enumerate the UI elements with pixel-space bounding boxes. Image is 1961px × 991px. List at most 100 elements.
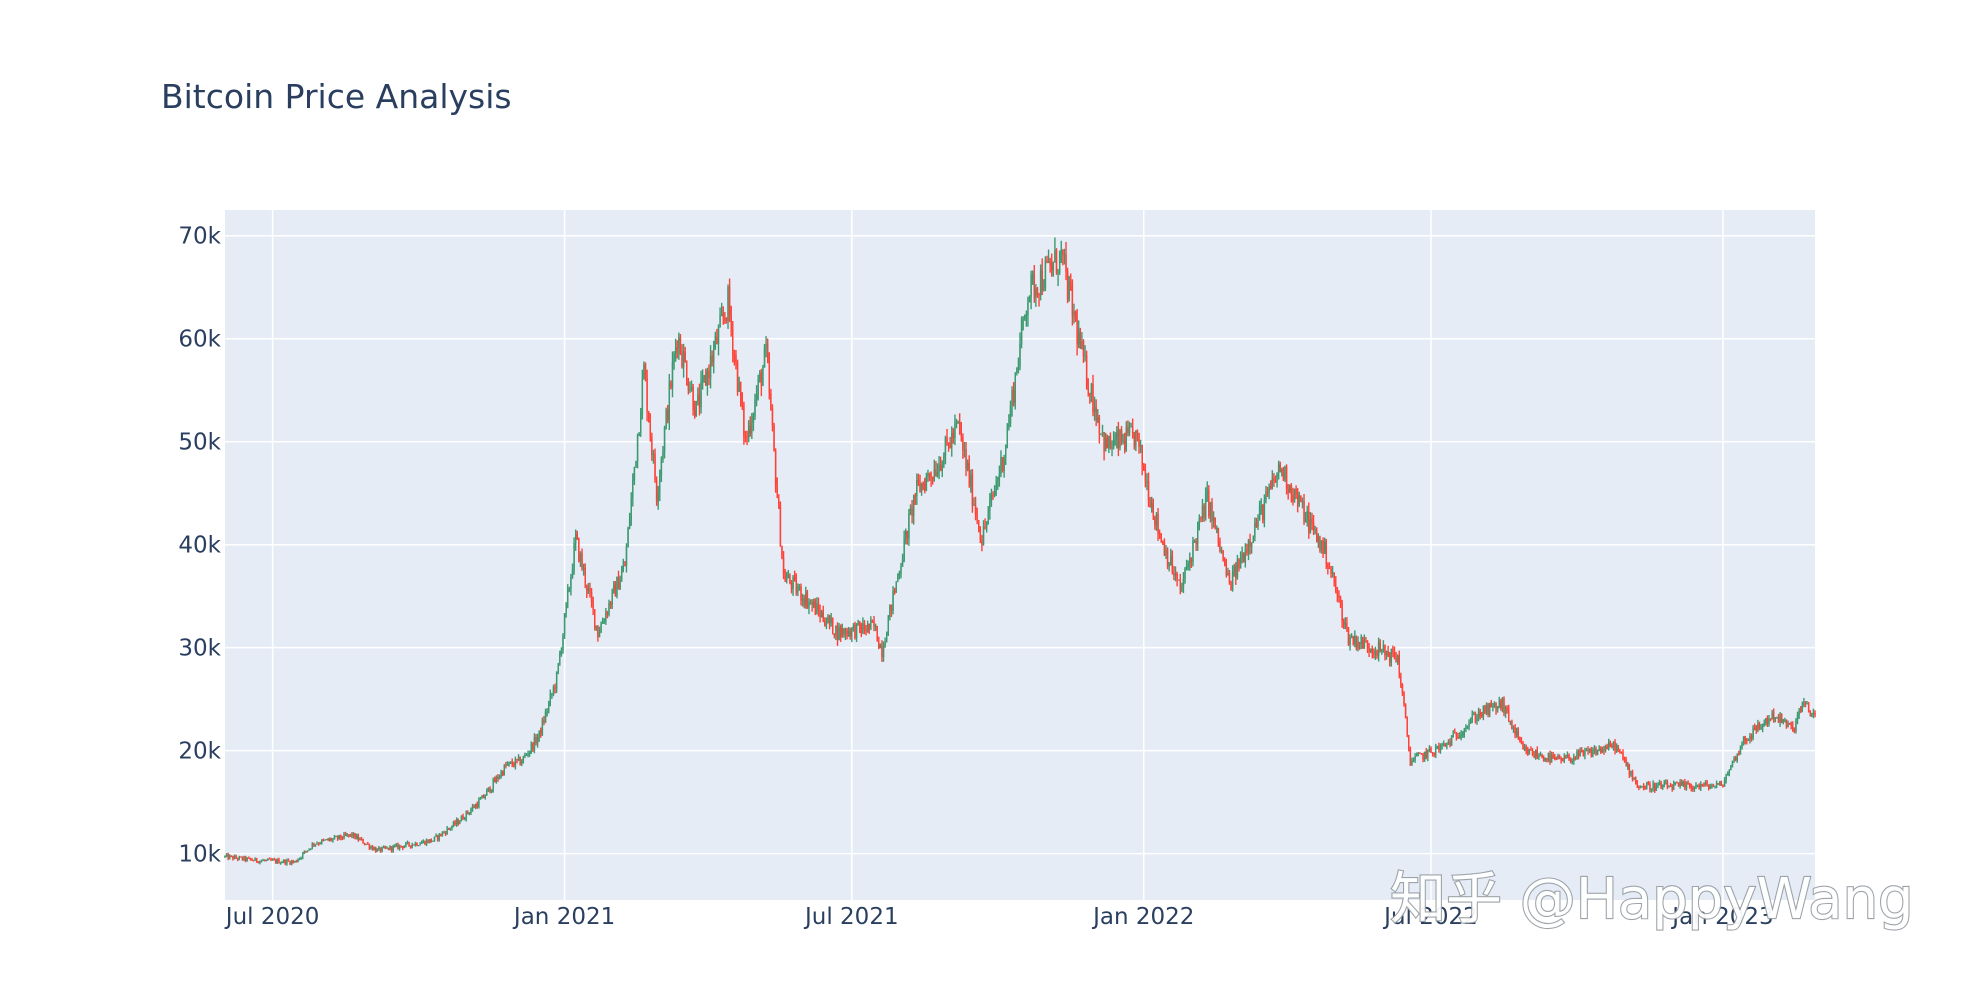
- candle-body: [773, 425, 775, 451]
- candle-body: [289, 861, 291, 865]
- candle-body: [717, 326, 720, 344]
- candle-body: [1720, 781, 1723, 786]
- candle-body: [1327, 564, 1329, 568]
- candle-body: [1777, 716, 1780, 723]
- candle-body: [1731, 760, 1734, 766]
- candle-body: [1798, 709, 1800, 715]
- candle-body: [798, 586, 801, 590]
- candle-body: [768, 361, 770, 394]
- candle-body: [690, 386, 693, 390]
- candle-body: [275, 859, 277, 863]
- candle-body: [471, 806, 474, 810]
- candle-body: [1400, 675, 1402, 685]
- candle-body: [1707, 784, 1710, 789]
- candle-body: [698, 394, 701, 408]
- candle-body: [1765, 718, 1767, 723]
- candle-body: [1482, 706, 1485, 717]
- candle-body: [687, 383, 690, 390]
- candle-body: [1235, 565, 1237, 578]
- candle-body: [1807, 703, 1810, 712]
- candle-body: [816, 603, 818, 615]
- candle-body: [251, 859, 253, 861]
- candle-body: [1131, 426, 1134, 433]
- candle-body: [295, 861, 298, 863]
- candle-body: [733, 354, 736, 356]
- candle-body: [417, 845, 420, 847]
- candle-body: [906, 530, 909, 539]
- candle-body: [428, 839, 431, 843]
- candle-body: [847, 631, 850, 637]
- candle-body: [1160, 534, 1162, 543]
- candle-body: [1630, 770, 1632, 775]
- candle-body: [1073, 311, 1075, 316]
- candle-body: [1509, 720, 1512, 722]
- candle-body: [1204, 494, 1207, 519]
- candle-body: [505, 764, 507, 766]
- candle-body: [1465, 728, 1467, 730]
- candle-body: [1666, 782, 1669, 788]
- candle-body: [966, 463, 969, 470]
- candle-body: [581, 553, 583, 569]
- candle-body: [517, 757, 520, 761]
- candle-body: [817, 603, 820, 611]
- candle-body: [1125, 427, 1128, 451]
- candle-body: [641, 379, 644, 415]
- candle-body: [1647, 782, 1650, 785]
- candle-body: [1598, 747, 1600, 750]
- candle-body: [500, 771, 502, 777]
- candle-body: [1036, 288, 1039, 295]
- candle-body: [592, 601, 594, 610]
- candle-body: [362, 838, 364, 844]
- candle-body: [278, 859, 280, 864]
- candle-body: [1398, 655, 1400, 676]
- candle-body: [946, 437, 948, 443]
- candle-body: [1006, 427, 1009, 446]
- candle-body: [487, 787, 490, 791]
- candle-body: [352, 833, 355, 837]
- candle-body: [1473, 714, 1475, 716]
- candle-body: [1325, 541, 1327, 565]
- candle-body: [1257, 519, 1259, 527]
- candle-body: [709, 355, 712, 379]
- candle-body: [917, 479, 920, 484]
- candle-body: [970, 474, 972, 486]
- candle-body: [1322, 540, 1324, 554]
- candle-body: [1062, 249, 1064, 255]
- candle-body: [703, 375, 705, 378]
- candle-body: [1319, 536, 1321, 550]
- candle-body: [1536, 750, 1539, 757]
- candle-body: [1427, 749, 1429, 758]
- candle-body: [1043, 287, 1045, 291]
- candle-body: [1138, 433, 1140, 447]
- candle-body: [1079, 331, 1082, 349]
- candle-body: [755, 394, 758, 400]
- candle-body: [1360, 636, 1362, 645]
- candle-body: [1211, 502, 1213, 521]
- x-tick-label: Jan 2023: [1670, 904, 1773, 930]
- candle-body: [1092, 384, 1094, 413]
- candle-body: [911, 508, 913, 517]
- candle-body: [719, 315, 721, 327]
- candle-body: [554, 687, 556, 689]
- candle-body: [943, 456, 945, 467]
- candle-body: [395, 844, 398, 846]
- candle-body: [1076, 318, 1078, 344]
- candle-body: [763, 347, 766, 368]
- candle-body: [1800, 709, 1802, 711]
- candle-body: [270, 858, 272, 861]
- candle-body: [976, 514, 978, 521]
- candle-body: [1535, 750, 1537, 758]
- candle-body: [630, 498, 632, 520]
- candle-body: [995, 481, 997, 491]
- candle-body: [1561, 760, 1564, 762]
- candle-body: [1547, 753, 1550, 760]
- candle-body: [778, 497, 780, 506]
- candle-body: [1776, 716, 1778, 718]
- candle-body: [1595, 748, 1597, 755]
- candle-body: [782, 558, 785, 574]
- candle-body: [1063, 254, 1066, 256]
- candle-body: [901, 560, 904, 567]
- candle-body: [1796, 714, 1799, 720]
- candle-body: [820, 612, 823, 618]
- candle-body: [1154, 517, 1156, 526]
